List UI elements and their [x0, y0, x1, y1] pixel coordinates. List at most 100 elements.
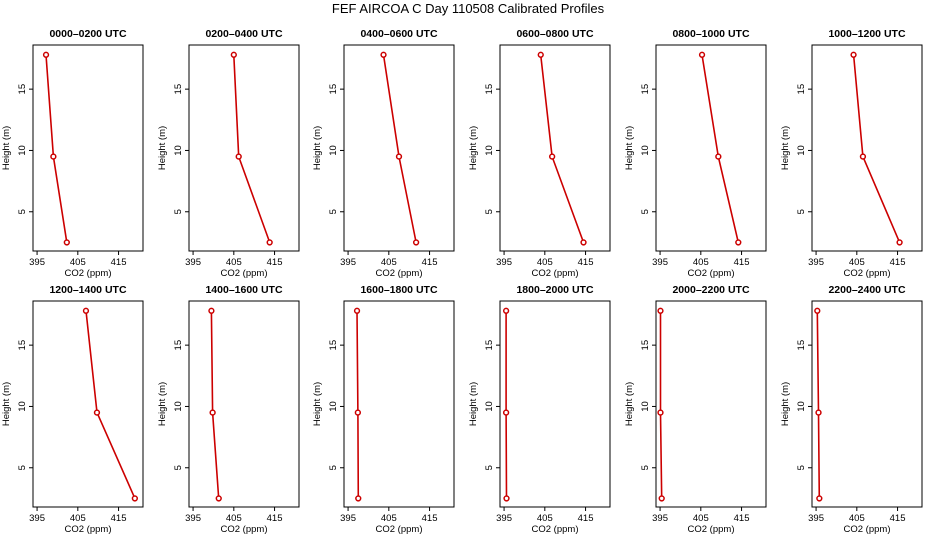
y-tick-label: 10: [173, 401, 184, 412]
x-axis-label: CO2 (ppm): [532, 524, 579, 535]
panel-title: 0800–1000 UTC: [672, 28, 749, 40]
x-axis-label: CO2 (ppm): [221, 268, 268, 279]
data-point: [354, 409, 362, 416]
data-point: [814, 307, 821, 314]
x-tick-label: 405: [226, 513, 242, 524]
x-tick-label: 395: [340, 257, 356, 268]
x-tick-label: 395: [29, 257, 45, 268]
x-axis-label: CO2 (ppm): [844, 524, 891, 535]
panel-title: 0400–0600 UTC: [360, 28, 437, 40]
y-tick-label: 10: [796, 145, 807, 156]
y-tick-label: 15: [17, 84, 28, 95]
data-point: [42, 51, 50, 58]
x-axis-label: CO2 (ppm): [65, 268, 112, 279]
x-tick-label: 405: [849, 257, 865, 268]
profile-line: [701, 54, 740, 243]
x-axis-label: CO2 (ppm): [221, 524, 268, 535]
x-tick-label: 395: [29, 513, 45, 524]
panel-frame: [499, 44, 611, 252]
x-tick-label: 415: [578, 257, 594, 268]
data-point: [353, 307, 361, 314]
data-point: [698, 51, 706, 58]
panel-frame: [32, 300, 144, 508]
data-point: [209, 409, 216, 416]
y-tick-label: 5: [640, 465, 651, 470]
panel-frame: [811, 44, 923, 252]
x-tick-label: 395: [340, 513, 356, 524]
x-tick-label: 395: [652, 513, 668, 524]
y-tick-label: 10: [328, 145, 339, 156]
y-axis-label: Height (m): [312, 126, 323, 170]
panel-frame: [188, 44, 300, 252]
data-point: [657, 307, 664, 314]
data-point: [896, 239, 903, 246]
data-point: [850, 51, 857, 58]
profile-line: [539, 54, 585, 243]
profile-line: [210, 310, 220, 499]
data-point: [657, 409, 664, 416]
data-point: [50, 153, 57, 160]
x-tick-label: 415: [111, 513, 127, 524]
y-tick-label: 10: [640, 145, 651, 156]
x-tick-label: 415: [267, 513, 283, 524]
profile-line: [382, 54, 417, 243]
data-point: [412, 239, 420, 246]
y-axis-label: Height (m): [468, 382, 479, 426]
x-tick-label: 415: [890, 257, 906, 268]
x-tick-label: 415: [267, 257, 283, 268]
y-tick-label: 10: [484, 401, 495, 412]
y-axis-label: Height (m): [468, 126, 479, 170]
y-tick-label: 10: [17, 145, 28, 156]
panel-frame: [343, 300, 455, 508]
panel-title: 1200–1400 UTC: [49, 284, 126, 296]
data-point: [63, 239, 70, 246]
x-tick-label: 405: [381, 257, 397, 268]
x-axis-label: CO2 (ppm): [65, 524, 112, 535]
data-point: [266, 239, 273, 246]
x-tick-label: 405: [693, 513, 709, 524]
y-tick-label: 10: [173, 145, 184, 156]
y-tick-label: 5: [484, 209, 495, 214]
y-tick-label: 5: [173, 209, 184, 214]
x-tick-label: 415: [111, 257, 127, 268]
data-point: [735, 239, 742, 246]
panel-frame: [188, 300, 300, 508]
x-tick-label: 395: [652, 257, 668, 268]
x-tick-label: 395: [496, 257, 512, 268]
y-tick-label: 10: [484, 145, 495, 156]
x-axis-label: CO2 (ppm): [688, 524, 735, 535]
y-tick-label: 15: [173, 340, 184, 351]
x-tick-label: 395: [185, 257, 201, 268]
x-axis-label: CO2 (ppm): [688, 268, 735, 279]
y-axis-label: Height (m): [157, 382, 168, 426]
y-tick-label: 10: [640, 401, 651, 412]
panel-frame: [655, 44, 767, 252]
x-axis-label: CO2 (ppm): [532, 268, 579, 279]
y-tick-label: 15: [173, 84, 184, 95]
data-point: [537, 51, 544, 58]
profile-line: [233, 54, 271, 243]
y-tick-label: 15: [640, 84, 651, 95]
x-tick-label: 395: [808, 257, 824, 268]
x-tick-label: 395: [185, 513, 201, 524]
data-point: [580, 239, 587, 246]
profile-line: [659, 310, 663, 499]
data-point: [208, 307, 215, 314]
panel-frame: [32, 44, 144, 252]
panel-title: 0200–0400 UTC: [205, 28, 282, 40]
y-tick-label: 10: [328, 401, 339, 412]
x-tick-label: 405: [537, 513, 553, 524]
data-point: [235, 153, 242, 160]
panel-title: 1400–1600 UTC: [205, 284, 282, 296]
data-point: [715, 153, 722, 160]
x-axis-label: CO2 (ppm): [376, 268, 423, 279]
x-axis-label: CO2 (ppm): [376, 524, 423, 535]
profile-line: [852, 54, 901, 243]
panel-title: 1600–1800 UTC: [360, 284, 437, 296]
